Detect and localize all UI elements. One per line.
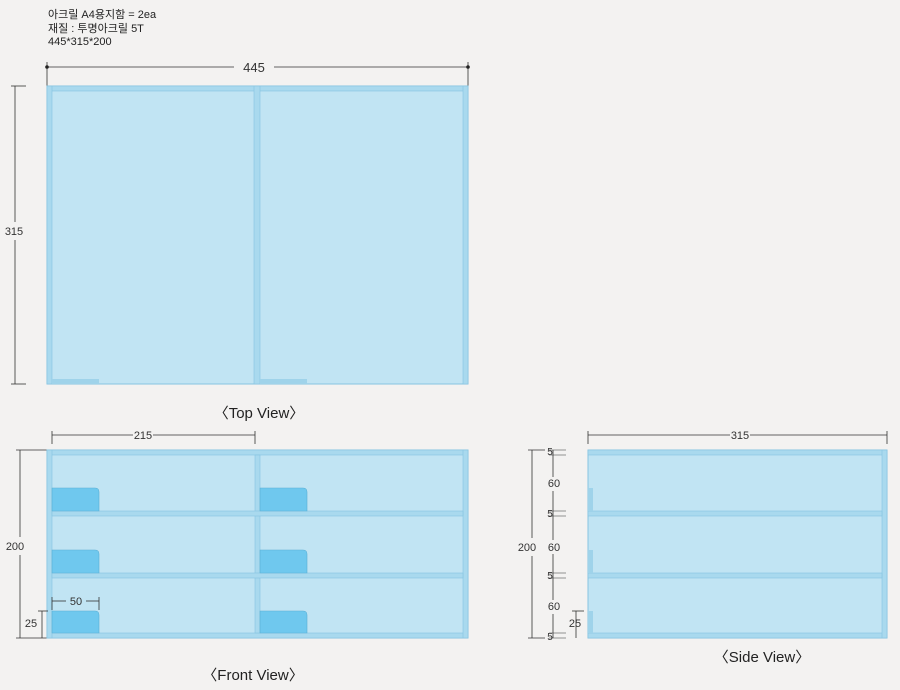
side-height-label: 200 (518, 542, 536, 554)
top-view: 445 315 〈Top View〉 (5, 60, 470, 422)
side-gap-1-label: 60 (548, 478, 560, 490)
front-right-wall (462, 449, 469, 639)
top-height-dimension: 315 (5, 85, 26, 385)
top-view-caption: 〈Top View〉 (214, 405, 305, 422)
side-tab-height-label: 25 (569, 618, 581, 630)
front-tab-height-label: 25 (25, 618, 37, 630)
front-tab-height-dimension: 25 (25, 610, 48, 638)
side-shelf-2 (587, 572, 883, 579)
top-tab-right (260, 379, 307, 384)
front-tab-middle-right (259, 549, 308, 574)
side-segment-dimensions: 5 60 5 60 5 60 5 (544, 447, 566, 643)
side-bottom-thickness-label: 5 (547, 632, 553, 643)
front-shelf-2 (51, 572, 464, 579)
side-top-thickness-label: 5 (547, 447, 553, 458)
side-tab-bottom (588, 611, 593, 633)
side-gap-2-label: 60 (548, 542, 560, 554)
side-height-dimension: 200 (518, 449, 545, 639)
top-right-wall (462, 85, 469, 385)
side-shelf-1 (587, 510, 883, 517)
front-top-panel (46, 449, 469, 456)
front-tab-width-label: 50 (70, 596, 82, 608)
front-tab-middle-left (51, 549, 100, 574)
side-depth-label: 315 (731, 430, 749, 442)
side-view-caption: 〈Side View〉 (714, 649, 810, 666)
side-tab-middle (588, 550, 593, 573)
note-material: 재질 : 투명아크릴 5T (48, 22, 144, 35)
front-view-caption: 〈Front View〉 (202, 667, 303, 684)
front-compartment-label: 215 (134, 430, 152, 442)
front-tab-top-right (259, 487, 308, 512)
top-width-label: 445 (243, 60, 265, 75)
note-dimensions: 445*315*200 (48, 36, 112, 48)
front-tab-top-left (51, 487, 100, 512)
side-gap-3-label: 60 (548, 601, 560, 613)
side-view-outline (587, 449, 888, 639)
side-view: 315 200 5 60 5 60 5 (518, 430, 888, 666)
front-tab-width-dimension: 50 (51, 596, 100, 610)
front-height-label: 200 (6, 541, 24, 553)
side-tab-top (588, 488, 593, 511)
side-shelf-1-thickness-label: 5 (547, 509, 553, 520)
side-bottom-panel (587, 632, 888, 639)
front-compartment-dimension: 215 (51, 430, 256, 444)
top-height-label: 315 (5, 226, 23, 238)
side-shelf-2-thickness-label: 5 (547, 571, 553, 582)
front-tab-bottom-right (259, 610, 308, 634)
side-depth-dimension: 315 (587, 430, 888, 444)
top-center-divider (253, 85, 261, 385)
front-shelf-1 (51, 510, 464, 517)
front-view: 215 200 50 (6, 430, 469, 684)
front-center-divider (254, 454, 261, 634)
top-width-dimension: 445 (45, 60, 470, 86)
front-bottom-panel (46, 632, 469, 639)
spec-notes: 아크릴 A4용지함 = 2ea 재질 : 투명아크릴 5T 445*315*20… (48, 9, 156, 50)
side-back-wall (881, 449, 888, 639)
top-left-wall (46, 85, 53, 385)
side-tab-height-dimension: 25 (569, 610, 584, 638)
note-product: 아크릴 A4용지함 = 2ea (48, 9, 157, 21)
front-height-dimension: 200 (6, 449, 48, 639)
front-tab-bottom-left (51, 610, 100, 634)
side-top-panel (587, 449, 888, 456)
front-left-wall (46, 449, 53, 639)
top-tab-left (52, 379, 99, 384)
